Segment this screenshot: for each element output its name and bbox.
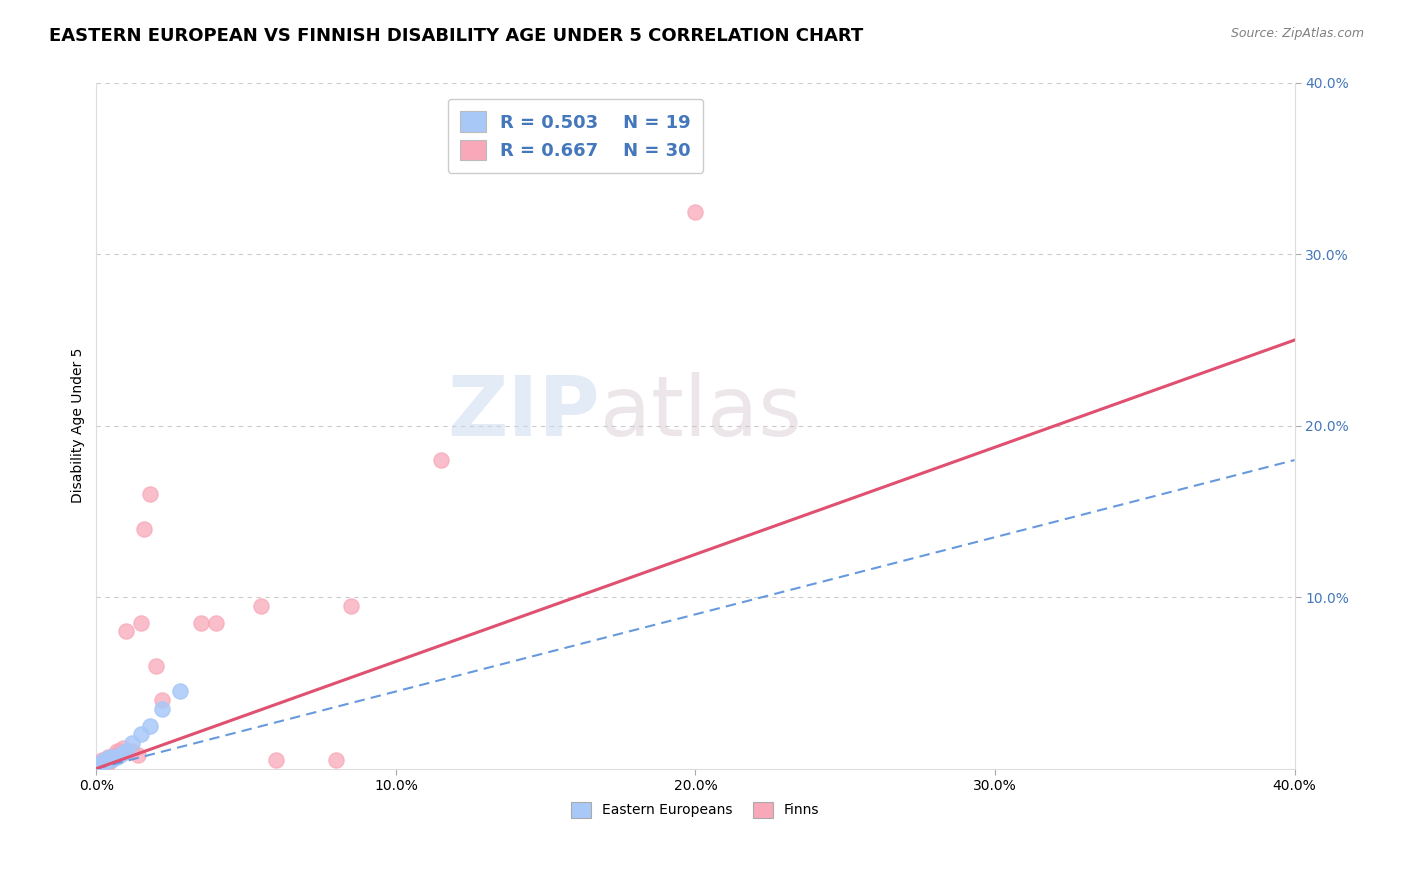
Point	[94, 755, 117, 769]
Point	[150, 701, 173, 715]
Point	[91, 758, 114, 772]
Point	[430, 453, 453, 467]
Point	[150, 693, 173, 707]
Point	[127, 747, 149, 762]
Point	[205, 615, 228, 630]
Point	[129, 615, 152, 630]
Point	[97, 749, 120, 764]
Point	[264, 753, 287, 767]
Point	[112, 746, 135, 760]
Point	[91, 753, 114, 767]
Point	[100, 749, 122, 764]
Point	[110, 744, 132, 758]
Point	[139, 719, 162, 733]
Text: ZIP: ZIP	[447, 372, 599, 452]
Point	[89, 760, 111, 774]
Point	[105, 744, 128, 758]
Point	[169, 684, 191, 698]
Point	[94, 755, 117, 769]
Point	[110, 747, 132, 762]
Point	[91, 756, 114, 771]
Point	[105, 749, 128, 764]
Point	[250, 599, 273, 613]
Point	[89, 758, 111, 772]
Point	[100, 753, 122, 767]
Point	[129, 727, 152, 741]
Point	[685, 204, 707, 219]
Point	[97, 756, 120, 771]
Point	[94, 756, 117, 771]
Y-axis label: Disability Age Under 5: Disability Age Under 5	[72, 348, 86, 503]
Point	[190, 615, 212, 630]
Legend: Eastern Europeans, Finns: Eastern Europeans, Finns	[565, 797, 825, 823]
Point	[115, 624, 138, 639]
Point	[325, 753, 347, 767]
Point	[145, 658, 167, 673]
Point	[340, 599, 363, 613]
Point	[134, 522, 156, 536]
Point	[97, 753, 120, 767]
Text: atlas: atlas	[599, 372, 801, 452]
Point	[100, 753, 122, 767]
Text: Source: ZipAtlas.com: Source: ZipAtlas.com	[1230, 27, 1364, 40]
Point	[91, 755, 114, 769]
Point	[94, 753, 117, 767]
Point	[103, 747, 125, 762]
Point	[121, 736, 143, 750]
Point	[115, 744, 138, 758]
Point	[100, 749, 122, 764]
Point	[103, 751, 125, 765]
Point	[139, 487, 162, 501]
Point	[121, 744, 143, 758]
Point	[112, 741, 135, 756]
Point	[97, 751, 120, 765]
Point	[89, 756, 111, 771]
Text: EASTERN EUROPEAN VS FINNISH DISABILITY AGE UNDER 5 CORRELATION CHART: EASTERN EUROPEAN VS FINNISH DISABILITY A…	[49, 27, 863, 45]
